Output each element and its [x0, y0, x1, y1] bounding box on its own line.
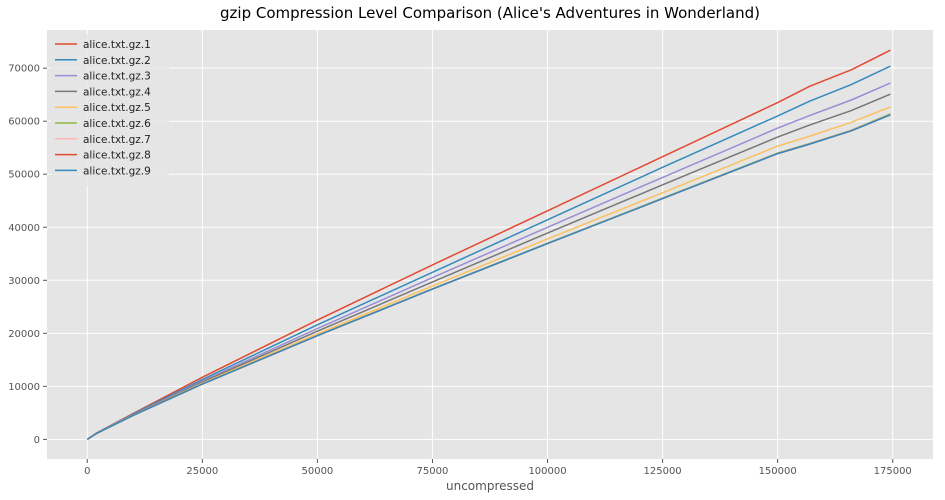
- y-axis-ticks: 0 10000 20000 30000 40000 50000 60000 70000: [8, 64, 47, 446]
- y-tick-label: 40000: [8, 223, 40, 234]
- y-tick-label: 20000: [8, 329, 40, 340]
- legend-label: alice.txt.gz.8: [83, 150, 151, 162]
- x-tick-label: 175000: [874, 466, 912, 477]
- x-tick-label: 150000: [759, 466, 797, 477]
- legend-label: alice.txt.gz.7: [83, 134, 151, 146]
- legend-label: alice.txt.gz.2: [83, 55, 151, 67]
- x-tick-label: 125000: [644, 466, 682, 477]
- x-tick-label: 0: [84, 466, 90, 477]
- series-lines: [86, 49, 891, 441]
- legend-label: alice.txt.gz.4: [83, 86, 151, 98]
- legend-label: alice.txt.gz.6: [83, 118, 151, 130]
- legend-label: alice.txt.gz.9: [83, 165, 151, 177]
- legend-label: alice.txt.gz.1: [83, 39, 151, 51]
- x-axis-ticks: 0 25000 50000 75000 100000 125000 150000 175000: [84, 459, 912, 477]
- chart-title: gzip Compression Level Comparison (Alice…: [220, 4, 760, 22]
- y-tick-label: 50000: [8, 170, 40, 181]
- series-line-9: [86, 114, 891, 441]
- legend-label: alice.txt.gz.3: [83, 71, 151, 83]
- grid-lines: [47, 30, 933, 459]
- x-tick-label: 25000: [186, 466, 218, 477]
- y-tick-label: 60000: [8, 117, 40, 128]
- legend: alice.txt.gz.1 alice.txt.gz.2 alice.txt.gz…: [51, 34, 169, 187]
- y-tick-label: 10000: [8, 382, 40, 393]
- legend-label: alice.txt.gz.5: [83, 102, 151, 114]
- y-tick-label: 0: [34, 435, 40, 446]
- y-tick-label: 70000: [8, 64, 40, 75]
- y-tick-label: 30000: [8, 276, 40, 287]
- legend-box: [51, 34, 169, 187]
- x-tick-label: 100000: [528, 466, 566, 477]
- x-axis-label: uncompressed: [446, 479, 534, 493]
- x-tick-label: 75000: [417, 466, 449, 477]
- x-tick-label: 50000: [301, 466, 333, 477]
